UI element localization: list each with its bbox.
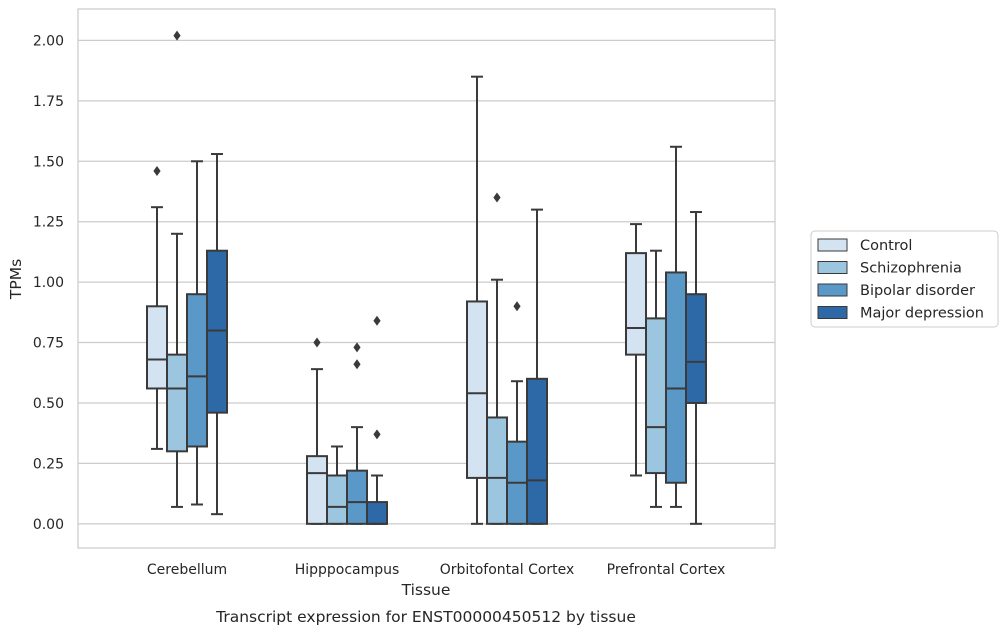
x-tick-label: Hipppocampus xyxy=(295,562,400,578)
legend-swatch xyxy=(817,283,848,297)
legend-label: Control xyxy=(860,238,912,254)
box xyxy=(146,305,168,390)
outlier-point xyxy=(373,429,381,440)
y-tick-label: 0.50 xyxy=(33,396,64,412)
y-tick-label: 2.00 xyxy=(33,33,64,49)
x-axis-label: Tissue xyxy=(401,581,451,599)
legend: Control Schizophrenia Bipolar disorder Majo… xyxy=(810,230,999,328)
outlier-point xyxy=(513,301,521,312)
y-tick-labels: 0.00 0.25 0.50 0.75 1.00 1.25 1.50 1.75 2.00 xyxy=(33,33,64,532)
y-tick-label: 1.75 xyxy=(33,94,64,110)
outlier-point xyxy=(173,30,181,41)
box xyxy=(665,271,687,484)
y-tick-label: 1.00 xyxy=(33,275,64,291)
box xyxy=(645,317,667,475)
y-tick-label: 1.50 xyxy=(33,154,64,170)
series-major-depression xyxy=(206,153,707,525)
legend-swatch xyxy=(817,261,848,274)
series-control xyxy=(146,75,647,525)
box xyxy=(306,455,328,525)
y-tick-label: 1.25 xyxy=(33,215,64,231)
series-schizophrenia xyxy=(166,30,667,525)
outlier-point xyxy=(353,342,361,353)
chart-caption: Transcript expression for ENST0000045051… xyxy=(215,608,636,626)
x-tick-label: Orbitofontal Cortex xyxy=(440,562,575,578)
x-tick-label: Cerebellum xyxy=(147,562,227,578)
legend-label: Major depression xyxy=(860,306,984,322)
legend-swatch xyxy=(817,306,848,319)
box xyxy=(186,293,208,448)
box xyxy=(166,353,188,453)
box xyxy=(326,474,348,525)
box-series-group xyxy=(146,30,707,525)
outlier-point xyxy=(373,315,381,326)
x-tick-label: Prefrontal Cortex xyxy=(607,562,726,578)
legend-swatch xyxy=(817,238,848,252)
outlier-point xyxy=(153,165,161,176)
box xyxy=(486,416,508,525)
outlier-point xyxy=(313,337,321,348)
box xyxy=(685,293,707,404)
y-tick-label: 0.00 xyxy=(33,517,64,533)
y-tick-label: 0.25 xyxy=(33,456,64,472)
legend-label: Bipolar disorder xyxy=(860,283,975,299)
box xyxy=(346,469,368,525)
legend-label: Schizophrenia xyxy=(860,261,962,277)
y-tick-label: 0.75 xyxy=(33,336,64,352)
box xyxy=(366,501,388,525)
box xyxy=(206,249,228,414)
box xyxy=(526,377,548,525)
outlier-point xyxy=(353,359,361,370)
y-axis-label: TPMs xyxy=(7,259,25,300)
plot-frame xyxy=(77,8,776,549)
box xyxy=(625,252,647,356)
outlier-point xyxy=(493,192,501,203)
x-tick-labels: Cerebellum Hipppocampus Orbitofontal Corte… xyxy=(147,562,725,578)
legend-frame xyxy=(810,230,999,328)
box xyxy=(466,300,488,479)
